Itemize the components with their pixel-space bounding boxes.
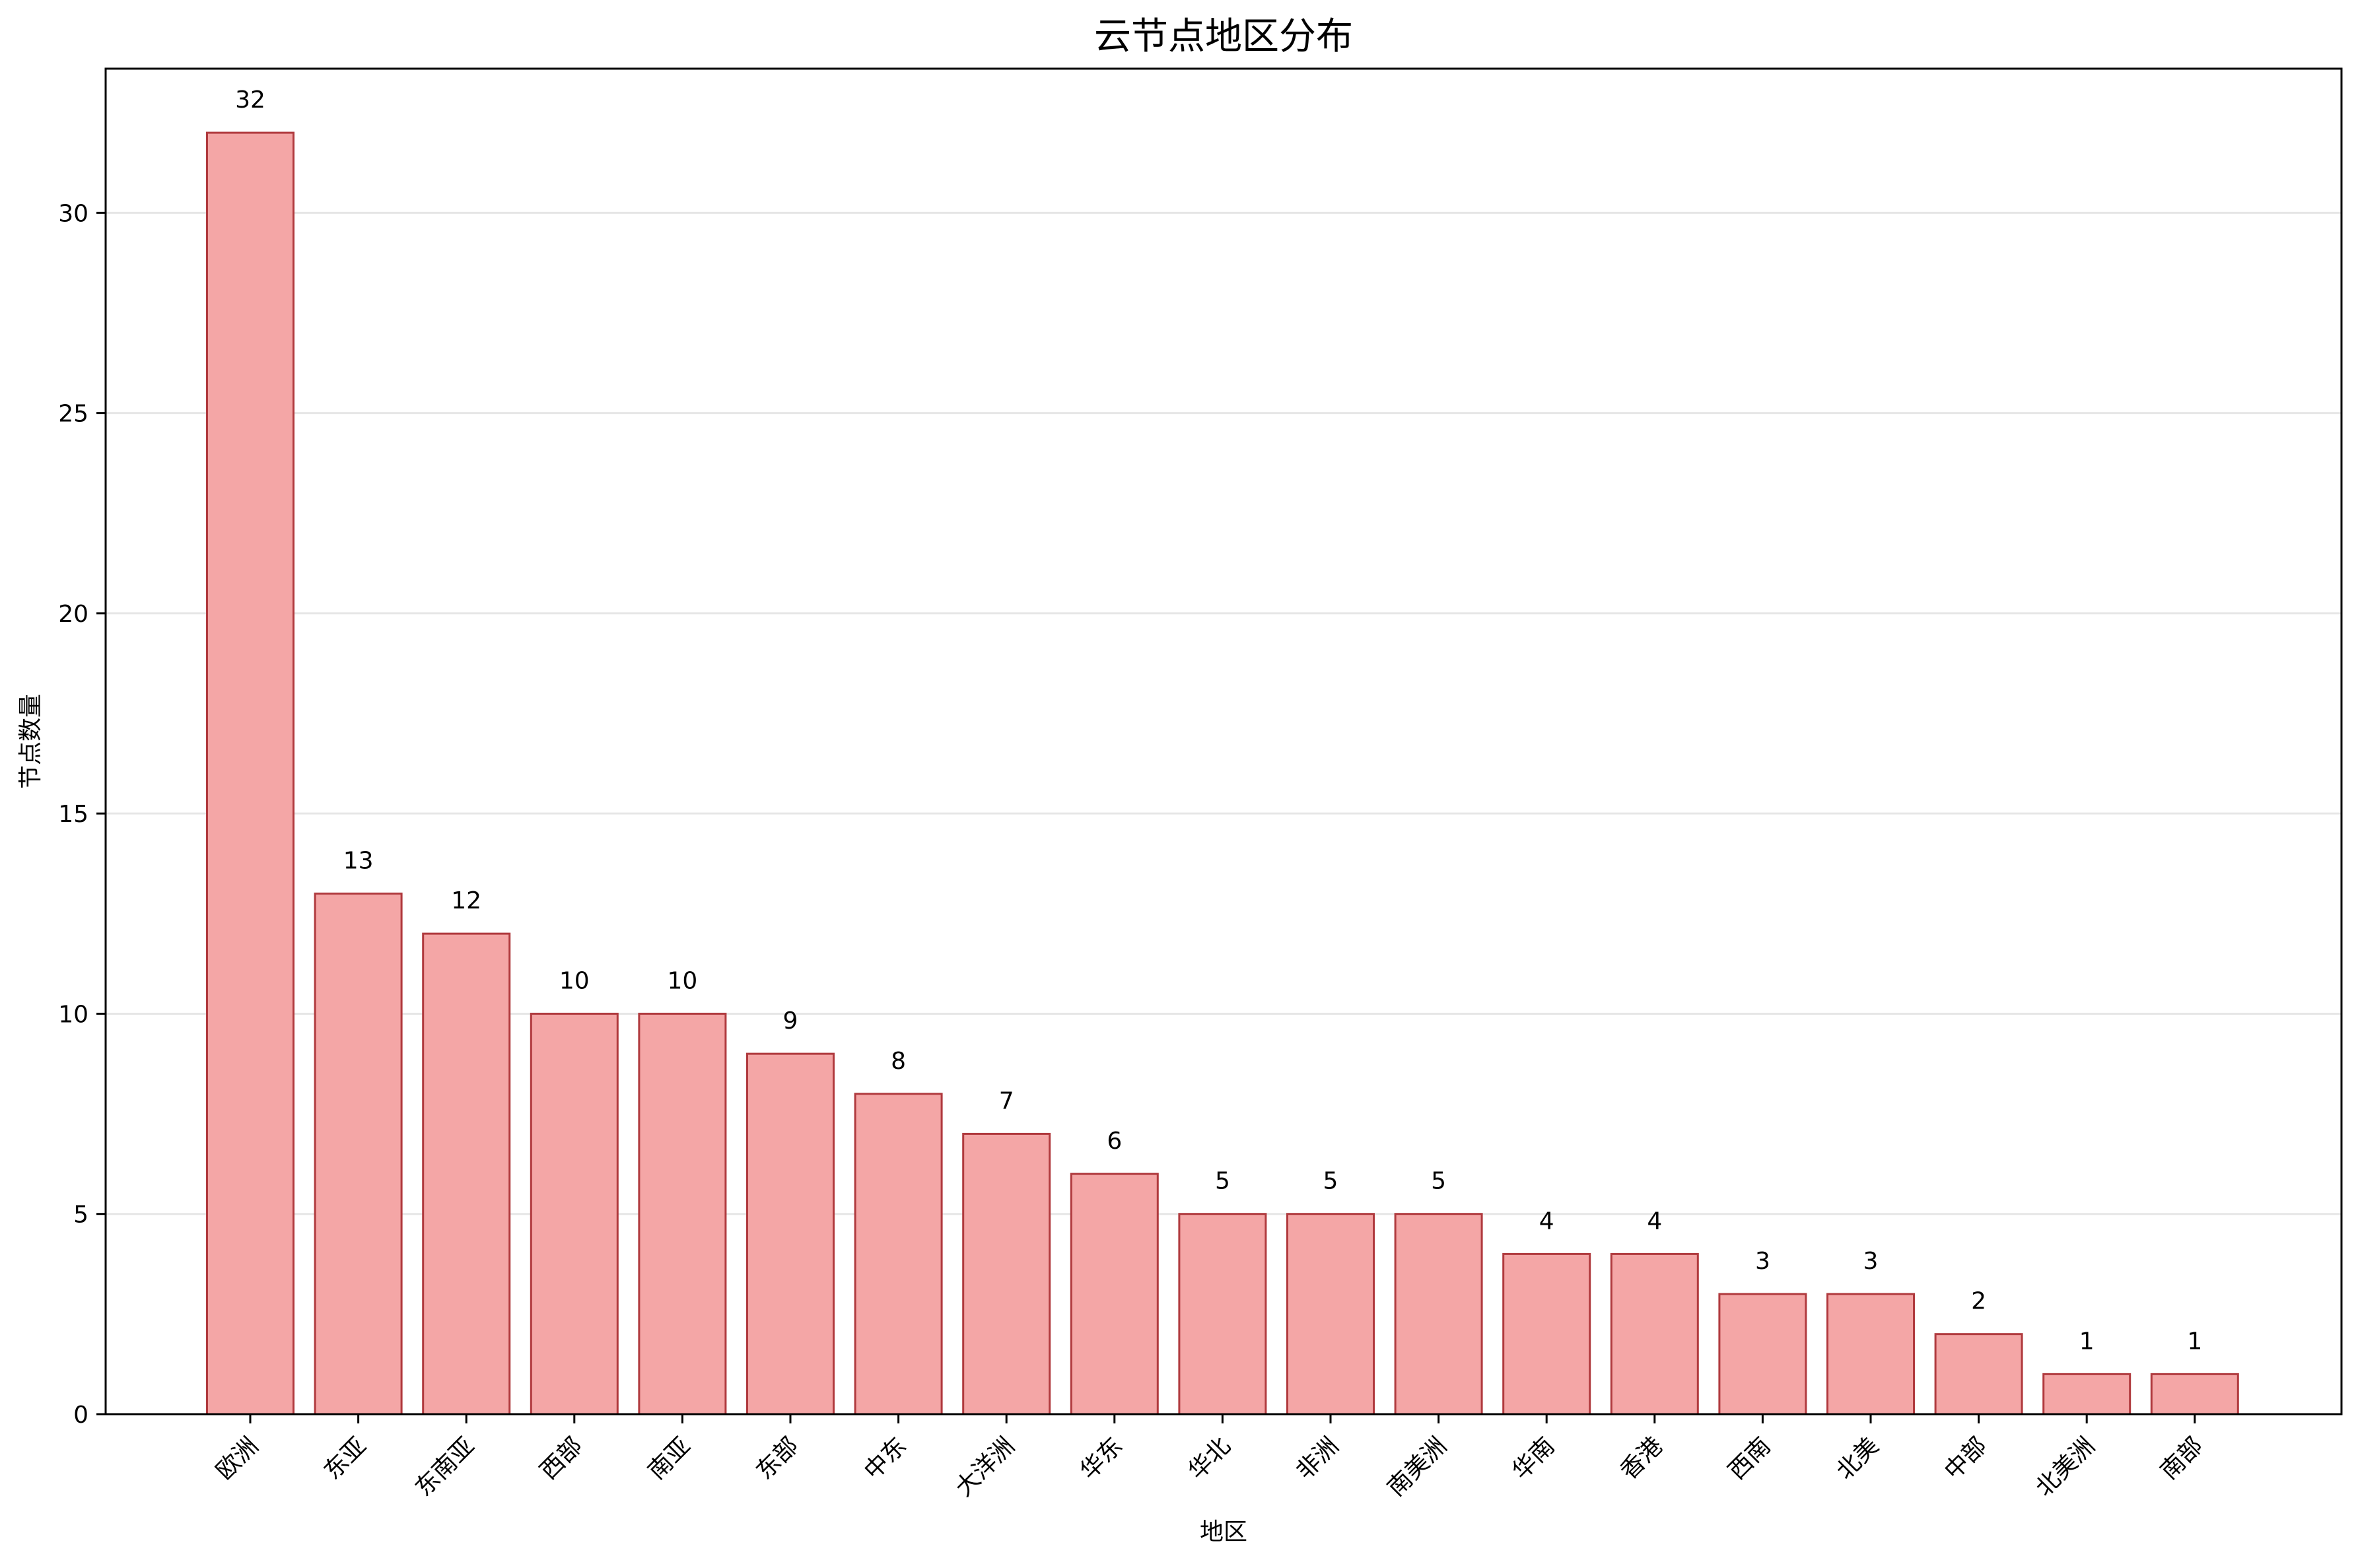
- bar-value-label: 9: [783, 1007, 798, 1035]
- x-tick-label: 中部: [1939, 1432, 1992, 1485]
- x-tick-label: 非洲: [1291, 1432, 1344, 1485]
- bar-3: [422, 932, 511, 1415]
- x-tick-label: 华南: [1507, 1432, 1560, 1485]
- y-tick-label: 30: [58, 200, 88, 227]
- bar-10: [1178, 1213, 1267, 1415]
- x-tick-label: 华东: [1075, 1432, 1128, 1485]
- x-tick-label: 大洋洲: [950, 1432, 1020, 1501]
- y-tick-label: 0: [73, 1402, 88, 1429]
- x-tick-label: 西部: [535, 1432, 588, 1485]
- chart-title: 云节点地区分布: [1094, 15, 1353, 58]
- bar-value-label: 7: [999, 1087, 1014, 1114]
- bar-7: [854, 1093, 943, 1415]
- x-tick-label: 东亚: [319, 1432, 372, 1485]
- bar-value-label: 3: [1863, 1248, 1879, 1275]
- bar-11: [1286, 1213, 1375, 1415]
- x-axis-ticks: 欧洲 东亚 东南亚 西部 南亚 东部 中东 大洋洲 华东 华北 非洲 南美洲 华南 香港 西南 北美 中部 北美洲…: [211, 1414, 2208, 1502]
- plot-frame: [104, 67, 2343, 1415]
- bar-value-label: 8: [891, 1048, 906, 1075]
- x-tick-label: 香港: [1615, 1432, 1668, 1485]
- bar-value-label: 10: [559, 967, 590, 994]
- bar-12: [1394, 1213, 1483, 1415]
- bar-6: [746, 1052, 835, 1415]
- bar-2: [314, 892, 403, 1415]
- bar-9: [1070, 1173, 1159, 1415]
- bar-13: [1502, 1252, 1591, 1415]
- bar-value-label: 12: [451, 887, 481, 914]
- bar-15: [1718, 1293, 1807, 1415]
- y-axis-label: 节点数量: [17, 694, 44, 789]
- x-tick-label: 北美洲: [2030, 1432, 2100, 1501]
- x-tick-label: 南部: [2155, 1432, 2208, 1485]
- bar-value-label: 4: [1647, 1208, 1662, 1235]
- bar-19: [2150, 1373, 2239, 1415]
- bar-value-label: 13: [343, 847, 374, 874]
- x-tick-label: 欧洲: [211, 1432, 263, 1485]
- bar-17: [1934, 1333, 2023, 1415]
- bar-value-label: 3: [1755, 1248, 1770, 1275]
- bar-8: [962, 1132, 1051, 1415]
- y-tick-label: 10: [58, 1001, 88, 1028]
- y-tick-label: 20: [58, 601, 88, 628]
- bar-value-label: 5: [1215, 1168, 1230, 1195]
- bar-value-label: 1: [2187, 1328, 2202, 1355]
- bar-1: [206, 131, 294, 1415]
- x-tick-label: 华北: [1183, 1432, 1236, 1485]
- bar-value-label: 10: [667, 967, 697, 994]
- y-tick-label: 15: [58, 801, 88, 828]
- x-tick-label: 东南亚: [410, 1432, 479, 1501]
- y-tick-label: 25: [58, 401, 88, 428]
- x-tick-label: 中东: [859, 1432, 912, 1485]
- bar-4: [530, 1012, 619, 1415]
- x-tick-label: 东部: [751, 1432, 804, 1485]
- bar-16: [1826, 1293, 1915, 1415]
- bars: [206, 131, 2239, 1415]
- bar-value-label: 4: [1539, 1208, 1554, 1235]
- bar-value-label: 2: [1971, 1288, 1986, 1315]
- x-tick-label: 西南: [1723, 1432, 1776, 1485]
- bar-value-label: 32: [235, 86, 265, 114]
- x-tick-label: 北美: [1831, 1432, 1884, 1485]
- x-tick-label: 南亚: [643, 1432, 696, 1485]
- bar-18: [2042, 1373, 2131, 1415]
- bar-value-label: 5: [1323, 1168, 1338, 1195]
- bar-14: [1610, 1252, 1699, 1415]
- bar-5: [638, 1012, 727, 1415]
- bar-value-label: 6: [1107, 1128, 1122, 1155]
- bar-value-label: 5: [1431, 1168, 1446, 1195]
- y-tick-label: 5: [73, 1202, 88, 1229]
- bar-value-label: 1: [2079, 1328, 2095, 1355]
- x-tick-label: 南美洲: [1383, 1432, 1452, 1501]
- x-axis-label: 地区: [1200, 1518, 1247, 1546]
- y-axis-ticks: 0 5 10 15 20 25 30: [58, 200, 106, 1429]
